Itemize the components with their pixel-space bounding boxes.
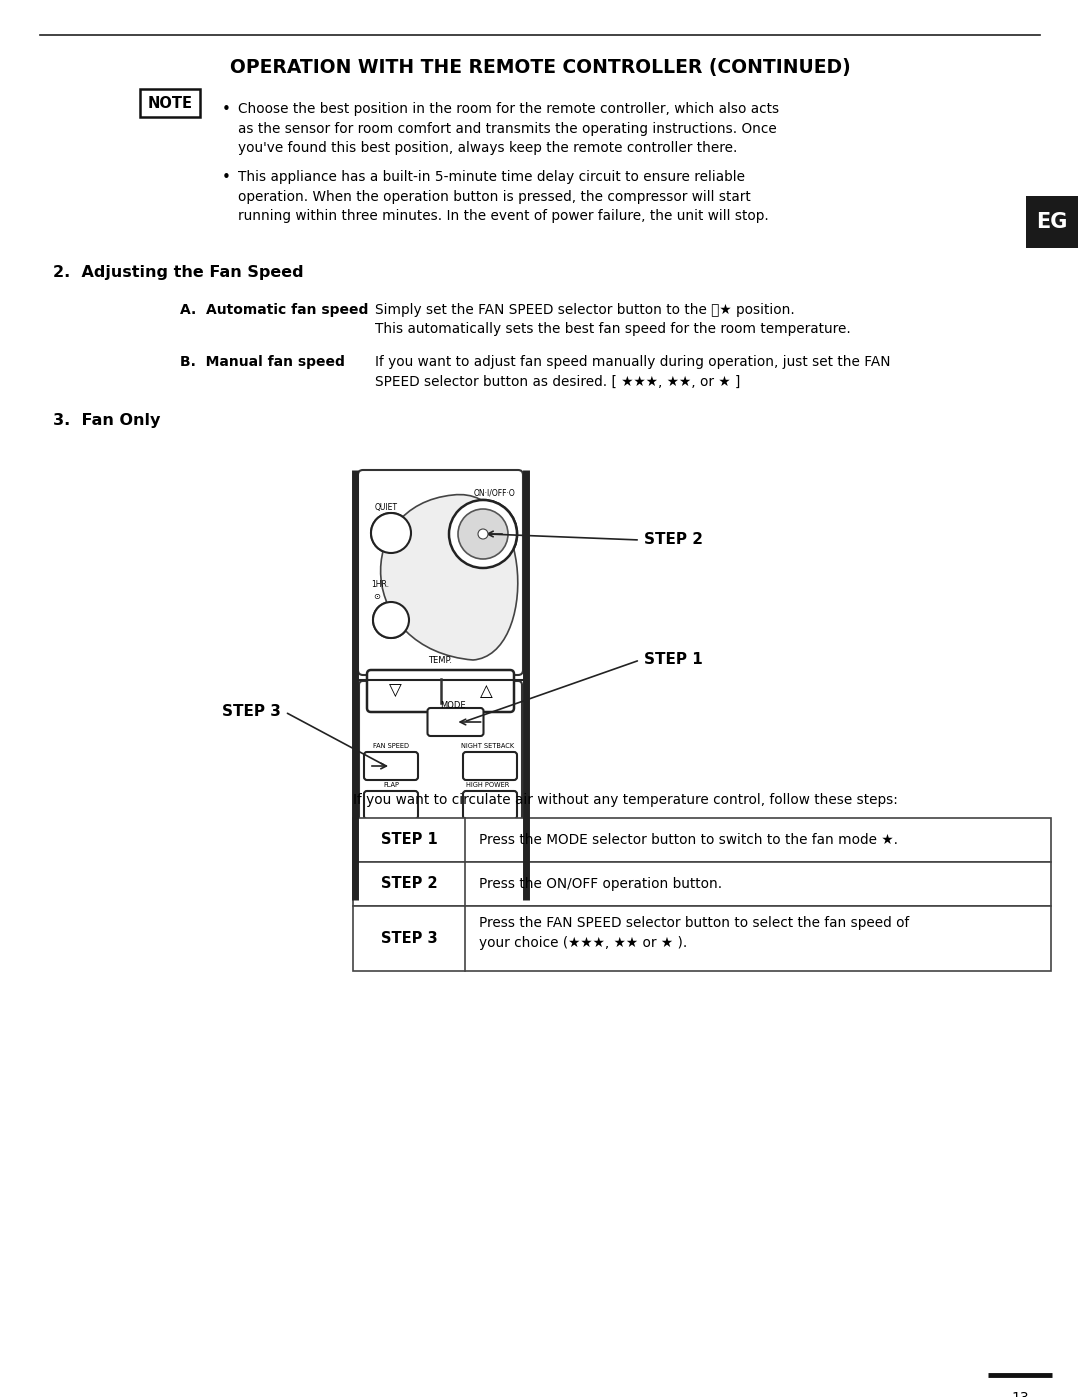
Circle shape [449,500,517,569]
FancyBboxPatch shape [357,469,523,675]
Bar [353,907,1051,971]
Text: MODE: MODE [440,701,465,710]
Text: A.  Automatic fan speed: A. Automatic fan speed [180,303,368,317]
Text: •: • [222,102,231,117]
Text: EG: EG [1037,212,1068,232]
Circle shape [449,500,517,569]
Circle shape [478,529,488,539]
FancyBboxPatch shape [463,791,517,819]
Text: Simply set the FAN SPEED selector button to the Ⓐ★ position.
This automatically : Simply set the FAN SPEED selector button… [375,303,851,337]
Text: 13: 13 [1011,1391,1029,1397]
Text: STEP 1: STEP 1 [644,652,703,668]
Text: Press the MODE selector button to switch to the fan mode ★.: Press the MODE selector button to switch… [480,833,897,847]
Text: ON·I/OFF·O: ON·I/OFF·O [473,489,515,497]
Text: If you want to circulate air without any temperature control, follow these steps: If you want to circulate air without any… [353,793,897,807]
Text: FAN SPEED: FAN SPEED [373,743,409,749]
Bar [353,862,1051,907]
Text: 3.  Fan Only: 3. Fan Only [53,414,160,427]
PathPatch shape [380,495,517,659]
Text: If you want to adjust fan speed manually during operation, just set the FAN
SPEE: If you want to adjust fan speed manually… [375,355,891,388]
Text: NIGHT SETBACK: NIGHT SETBACK [461,743,514,749]
FancyBboxPatch shape [359,680,522,875]
Text: Choose the best position in the room for the remote controller, which also acts
: Choose the best position in the room for… [238,102,779,155]
FancyBboxPatch shape [428,708,484,736]
Text: OPERATION WITH THE REMOTE CONTROLLER (CONTINUED): OPERATION WITH THE REMOTE CONTROLLER (CO… [230,59,850,77]
Circle shape [372,513,411,553]
Circle shape [458,509,508,559]
Text: ▽: ▽ [389,682,402,700]
FancyBboxPatch shape [364,791,418,819]
FancyBboxPatch shape [140,89,200,117]
Text: HIGH POWER: HIGH POWER [467,782,510,788]
Circle shape [372,513,411,553]
Text: QUIET: QUIET [375,503,399,511]
Text: Press the ON/OFF operation button.: Press the ON/OFF operation button. [480,877,723,891]
FancyBboxPatch shape [463,752,517,780]
Circle shape [458,509,508,559]
Text: 2.  Adjusting the Fan Speed: 2. Adjusting the Fan Speed [53,265,303,279]
Text: •: • [222,170,231,184]
Text: △: △ [480,682,492,700]
Text: STEP 1: STEP 1 [380,833,437,848]
Bar [353,819,1051,862]
Text: NOTE: NOTE [148,95,192,110]
Text: TEMP.: TEMP. [429,657,453,665]
Circle shape [373,602,409,638]
Text: Press the FAN SPEED selector button to select the fan speed of
your choice (★★★,: Press the FAN SPEED selector button to s… [480,916,909,950]
Text: STEP 3: STEP 3 [222,704,281,719]
Text: B.  Manual fan speed: B. Manual fan speed [180,355,345,369]
Text: STEP 2: STEP 2 [644,532,703,548]
FancyBboxPatch shape [367,671,514,712]
Text: ⊙: ⊙ [373,592,380,601]
Circle shape [478,529,488,539]
FancyBboxPatch shape [364,752,418,780]
Text: STEP 3: STEP 3 [380,930,437,946]
Circle shape [373,602,409,638]
Text: This appliance has a built-in 5-minute time delay circuit to ensure reliable
ope: This appliance has a built-in 5-minute t… [238,170,769,224]
Text: 1HR.: 1HR. [372,580,389,590]
Bar [1026,196,1078,249]
Text: STEP 2: STEP 2 [380,876,437,891]
Text: FLAP: FLAP [383,782,399,788]
